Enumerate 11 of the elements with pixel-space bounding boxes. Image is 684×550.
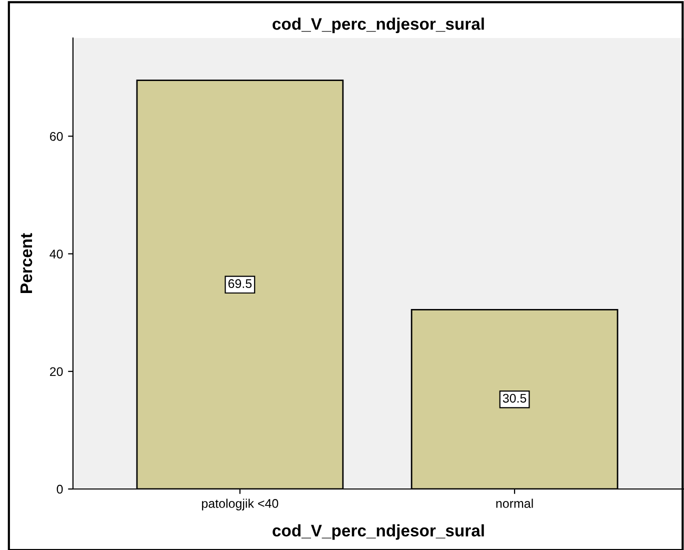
chart-title: cod_V_perc_ndjesor_sural xyxy=(272,18,484,34)
y-axis-title: Percent xyxy=(20,233,32,293)
x-axis-title: cod_V_perc_ndjesor_sural xyxy=(272,524,484,540)
y-tick-label: 60 xyxy=(50,132,63,141)
x-tick-label: normal xyxy=(496,498,533,508)
data-label: 30.5 xyxy=(502,394,526,403)
y-tick-label: 0 xyxy=(56,484,63,494)
x-tick-label: patologjik <40 xyxy=(202,498,278,510)
y-tick-label: 40 xyxy=(50,250,63,258)
y-tick-label: 20 xyxy=(50,367,63,376)
data-label: 69.5 xyxy=(228,279,252,288)
